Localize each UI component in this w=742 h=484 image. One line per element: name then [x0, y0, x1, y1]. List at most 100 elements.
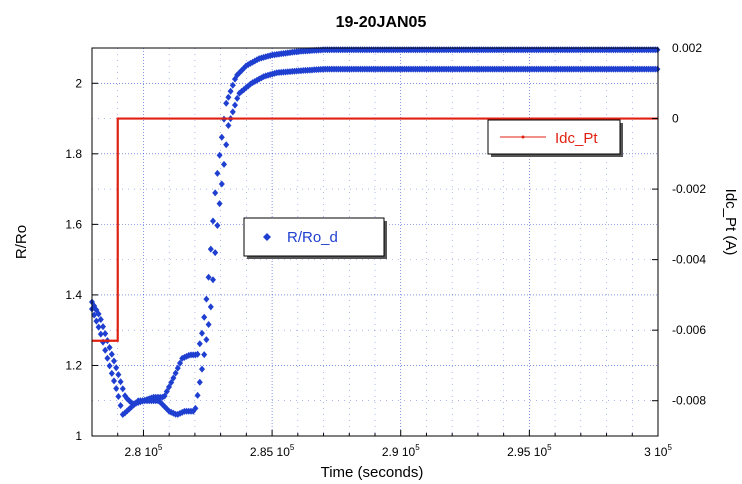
r-ro-point — [97, 330, 104, 338]
x-tick-exponent: 5 — [290, 443, 295, 452]
r-ro-point — [111, 377, 117, 385]
x-tick-label: 3 105 — [644, 443, 672, 459]
legend-idc-marker — [521, 135, 525, 139]
r-ro-point — [100, 323, 106, 331]
r-ro-point — [117, 378, 124, 386]
r-ro-point — [168, 378, 175, 386]
x-axis-label: Time (seconds) — [321, 464, 424, 481]
y2-tick-label: 0.002 — [672, 41, 702, 55]
r-ro-point — [104, 354, 111, 362]
r-ro-point — [205, 273, 212, 281]
legend-r-ro-label: R/Ro_d — [287, 229, 338, 246]
y2-tick-label: 0 — [672, 112, 679, 126]
r-ro-point — [108, 369, 115, 377]
x-tick-exponent: 5 — [158, 443, 163, 452]
r-ro-point — [115, 371, 122, 379]
r-ro-point — [232, 101, 238, 109]
r-ro-point — [223, 99, 230, 107]
y-tick-label: 1.6 — [65, 217, 82, 231]
r-ro-point — [106, 362, 113, 370]
r-ro-point — [115, 392, 122, 400]
r-ro-point — [177, 359, 183, 367]
legend-idc: Idc_Pt — [487, 119, 623, 157]
r-ro-point — [201, 351, 208, 359]
r-ro-point — [214, 221, 221, 229]
y-tick-label: 1.4 — [65, 288, 82, 302]
y-tick-label: 2 — [75, 76, 82, 90]
y2-tick-label: -0.006 — [672, 323, 706, 337]
r-ro-point — [174, 364, 181, 372]
x-tick-exponent: 5 — [667, 443, 672, 452]
r-ro-point — [95, 310, 102, 318]
r-ro-point — [216, 151, 223, 159]
legend-idc-label: Idc_Pt — [555, 130, 598, 147]
r-ro-point — [218, 180, 225, 188]
r-ro-point — [218, 133, 225, 141]
r-ro-point — [210, 217, 216, 225]
r-ro-point — [221, 160, 227, 168]
r-ro-point — [170, 374, 177, 382]
y-tick-label: 1 — [75, 429, 82, 443]
x-tick-exponent: 5 — [415, 443, 420, 452]
r-ro-point — [97, 316, 104, 324]
r-ro-point — [194, 391, 201, 399]
r-ro-point — [93, 317, 100, 325]
y2-tick-label: -0.004 — [672, 253, 706, 267]
r-ro-point — [205, 321, 212, 329]
r-ro-point — [163, 388, 170, 396]
r-ro-point — [111, 357, 117, 365]
r-ro-point — [229, 81, 236, 89]
r-ro-point — [203, 336, 210, 344]
y-axis-label: R/Ro — [13, 225, 30, 259]
r-ro-lower-band — [89, 65, 661, 419]
r-ro-point — [654, 65, 661, 73]
r-ro-point — [196, 378, 203, 386]
y-axis-left: 1 1.2 1.4 1.6 1.8 2 — [65, 76, 98, 443]
r-ro-point — [207, 303, 214, 311]
x-tick-label: 2.9 105 — [382, 443, 420, 459]
r-ro-point — [201, 313, 208, 321]
r-ro-point — [207, 245, 214, 253]
r-ro-point — [172, 369, 179, 377]
r-ro-point — [117, 401, 124, 409]
r-ro-point — [199, 365, 205, 373]
r-ro-point — [119, 385, 126, 393]
r-ro-point — [229, 108, 236, 116]
chart-title: 19-20JAN05 — [336, 14, 427, 31]
r-ro-point — [214, 169, 221, 177]
r-ro-point — [227, 87, 234, 95]
r-ro-point — [212, 189, 219, 197]
r-ro-point — [161, 392, 168, 400]
r-ro-point — [194, 350, 201, 358]
r-ro-point — [225, 93, 232, 101]
r-ro-point — [108, 350, 115, 358]
r-ro-point — [210, 276, 216, 284]
r-ro-point — [95, 323, 102, 331]
r-ro-point — [91, 311, 98, 319]
y2-tick-label: -0.002 — [672, 182, 706, 196]
legends: R/Ro_d Idc_Pt — [243, 119, 623, 259]
r-ro-point — [113, 364, 120, 372]
r-ro-point — [203, 295, 210, 303]
r-ro-point — [102, 330, 109, 338]
r-ro-point — [166, 383, 172, 391]
r-ro-point — [225, 121, 232, 129]
r-ro-point — [199, 329, 205, 337]
x-tick-label: 2.8 105 — [125, 443, 163, 459]
r-ro-point — [192, 404, 199, 412]
x-tick-label: 2.95 105 — [507, 443, 552, 459]
r-ro-point — [216, 200, 223, 208]
r-ro-point — [212, 249, 219, 257]
y2-tick-label: -0.008 — [672, 394, 706, 408]
r-ro-point — [223, 141, 230, 149]
y-tick-label: 1.2 — [65, 358, 82, 372]
r-ro-point — [196, 340, 203, 348]
r-ro-point — [106, 343, 113, 351]
r-ro-point — [102, 346, 109, 354]
x-axis: 2.8 105 2.85 105 2.9 105 2.95 105 3 105 — [117, 430, 672, 459]
y-tick-label: 1.8 — [65, 147, 82, 161]
r-ro-point — [113, 384, 120, 392]
y-axis-right: 0.002 0 -0.002 -0.004 -0.006 -0.008 — [652, 41, 706, 408]
legend-r-ro-marker — [263, 233, 271, 241]
